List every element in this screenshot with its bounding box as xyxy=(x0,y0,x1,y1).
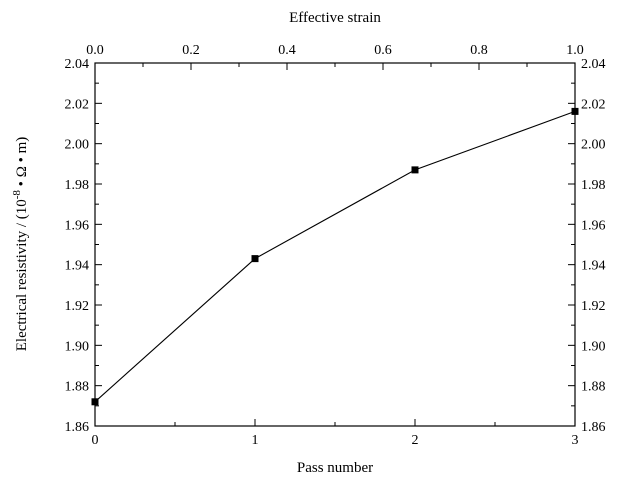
y-tick-label-left: 1.92 xyxy=(65,299,90,314)
y-axis-title-exponent: -8 xyxy=(11,190,23,200)
x2-tick-label: 1.0 xyxy=(566,43,584,58)
y-tick-label-left: 1.96 xyxy=(65,218,90,233)
y-tick-label-left: 1.90 xyxy=(65,339,90,354)
data-point xyxy=(571,107,579,115)
data-point xyxy=(91,398,99,406)
tick-labels: 0 1 2 3 0.0 0.2 0.4 0.6 0.8 1.0 1.86 1.86 1.88 1.88 1.… xyxy=(65,43,606,448)
y-tick-label-left: 2.04 xyxy=(65,57,90,72)
y-tick-label-right: 2.00 xyxy=(581,138,606,153)
y-tick-label-right: 2.02 xyxy=(581,97,606,112)
series-line xyxy=(94,110,576,403)
x2-axis-title: Effective strain xyxy=(289,10,381,26)
y-tick-label-right: 1.98 xyxy=(581,178,606,193)
plot-frame xyxy=(94,62,576,427)
x-tick-label: 3 xyxy=(572,433,579,448)
x2-tick-label: 0.4 xyxy=(278,43,296,58)
x2-tick-label: 0.0 xyxy=(86,43,104,58)
y-tick-label-left: 1.88 xyxy=(65,380,90,395)
y-axis-title-main: Electrical resistivity / (10 xyxy=(14,199,30,351)
y-tick-label-left: 2.02 xyxy=(65,97,90,112)
x-tick-label: 1 xyxy=(252,433,259,448)
y-axis-title: Electrical resistivity / (10-8 • Ω • m) xyxy=(11,137,30,352)
y-tick-label-right: 1.94 xyxy=(581,259,606,274)
x2-tick-label: 0.2 xyxy=(182,43,200,58)
data-point xyxy=(411,166,419,174)
x-tick-label: 0 xyxy=(92,433,99,448)
axis-ticks xyxy=(94,62,576,427)
data-point xyxy=(251,255,259,263)
y-tick-label-left: 1.86 xyxy=(65,420,90,435)
x2-tick-label: 0.8 xyxy=(470,43,488,58)
y-tick-label-right: 1.88 xyxy=(581,380,606,395)
y-tick-label-left: 2.00 xyxy=(65,138,90,153)
y-tick-label-left: 1.98 xyxy=(65,178,90,193)
y-tick-label-right: 1.86 xyxy=(581,420,606,435)
y-tick-label-left: 1.94 xyxy=(65,259,90,274)
y-tick-label-right: 1.90 xyxy=(581,339,606,354)
series-group xyxy=(91,107,579,406)
x-axis-title: Pass number xyxy=(297,460,373,476)
y-tick-label-right: 1.96 xyxy=(581,218,606,233)
y-tick-label-right: 1.92 xyxy=(581,299,606,314)
x-tick-label: 2 xyxy=(412,433,419,448)
y-tick-label-right: 2.04 xyxy=(581,57,606,72)
x2-tick-label: 0.6 xyxy=(374,43,392,58)
y-axis-title-unit: • Ω • m) xyxy=(14,137,30,190)
